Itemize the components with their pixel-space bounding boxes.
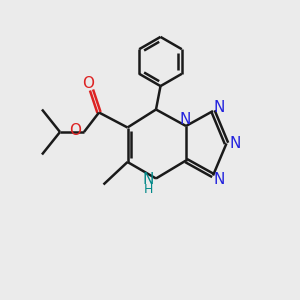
Text: N: N xyxy=(143,172,154,188)
Text: O: O xyxy=(70,123,82,138)
Text: N: N xyxy=(214,100,225,115)
Text: N: N xyxy=(214,172,225,187)
Text: O: O xyxy=(82,76,94,92)
Text: N: N xyxy=(229,136,241,151)
Text: N: N xyxy=(180,112,191,127)
Text: H: H xyxy=(144,183,153,196)
